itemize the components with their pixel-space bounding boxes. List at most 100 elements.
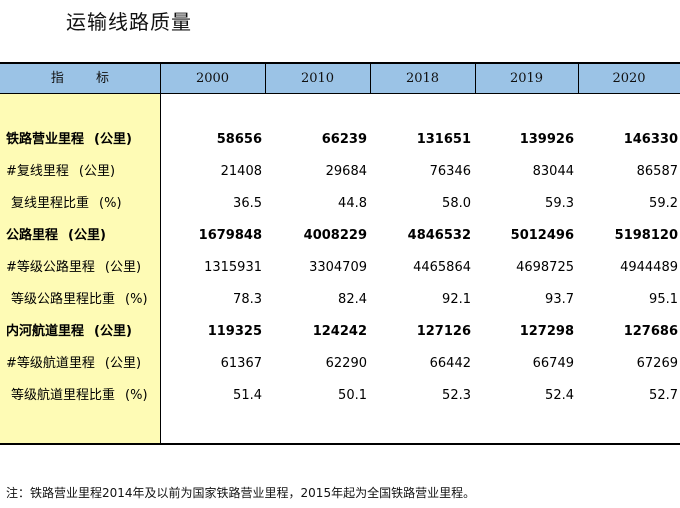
indicator-column-header: 指 标 — [50, 71, 124, 86]
table-cell: 127298 — [519, 324, 574, 339]
year-column-header: 2000 — [195, 71, 230, 86]
table-cell: 5198120 — [614, 228, 678, 243]
header-column-divider — [578, 64, 579, 93]
table-cell: 119325 — [207, 324, 262, 339]
year-column-header: 2019 — [509, 71, 544, 86]
table-cell: 5012496 — [510, 228, 574, 243]
footnote: 注：铁路营业里程2014年及以前为国家铁路营业里程，2015年起为全国铁路营业里… — [6, 486, 476, 500]
table-cell: 92.1 — [442, 292, 471, 307]
table-cell: 82.4 — [338, 292, 367, 307]
row-label: #等级公路里程 (公里) — [6, 254, 141, 282]
table-row: #等级公路里程 (公里) 1315931 3304709 4465864 4698725 4… — [0, 254, 680, 282]
row-label-unit: (公里) — [104, 356, 142, 371]
row-label-name: #等级航道里程 — [6, 356, 95, 371]
table-cell: 1315931 — [204, 260, 262, 275]
row-label-name: 铁路营业里程 — [6, 132, 85, 147]
page-title: 运输线路质量 — [66, 10, 192, 34]
row-label-unit: (公里) — [94, 324, 132, 339]
table-cell: 66749 — [532, 356, 574, 371]
table-cell: 78.3 — [233, 292, 262, 307]
table-cell: 146330 — [623, 132, 678, 147]
table-cell: 29684 — [325, 164, 367, 179]
table-row: 内河航道里程 (公里) 119325 124242 127126 127298 127686 — [0, 318, 680, 346]
table-cell: 4465864 — [413, 260, 471, 275]
row-label-unit: (公里) — [104, 260, 142, 275]
table-cell: 67269 — [636, 356, 678, 371]
table-cell: 83044 — [532, 164, 574, 179]
table-cell: 58.0 — [442, 196, 471, 211]
table-cell: 51.4 — [233, 388, 262, 403]
table-cell: 59.2 — [649, 196, 678, 211]
year-column-header: 2010 — [300, 71, 335, 86]
year-column-header: 2020 — [612, 71, 646, 86]
table-cell: 1679848 — [198, 228, 262, 243]
table-cell: 58656 — [216, 132, 262, 147]
table-cell: 4008229 — [303, 228, 367, 243]
table-cell: 52.7 — [649, 388, 678, 403]
row-label-unit: (%) — [125, 388, 148, 403]
row-label-name: #复线里程 — [6, 164, 69, 179]
table-cell: 50.1 — [338, 388, 367, 403]
header-column-divider — [265, 64, 266, 93]
table-cell: 139926 — [519, 132, 574, 147]
stub-column-divider — [160, 64, 161, 443]
row-label-unit: (公里) — [94, 132, 132, 147]
row-label-name: 公路里程 — [6, 228, 59, 243]
row-label: 等级公路里程比重 (%) — [11, 286, 148, 314]
table-cell: 76346 — [429, 164, 471, 179]
table-row: 等级公路里程比重 (%) 78.3 82.4 92.1 93.7 95.1 — [0, 286, 680, 314]
table-cell: 4944489 — [620, 260, 678, 275]
header-divider — [0, 93, 680, 94]
row-label-name: 内河航道里程 — [6, 324, 85, 339]
table-cell: 124242 — [312, 324, 367, 339]
table-row: #复线里程 (公里) 21408 29684 76346 83044 86587 — [0, 158, 680, 186]
table-row: 铁路营业里程 (公里) 58656 66239 131651 139926 146330 — [0, 126, 680, 154]
table-cell: 62290 — [325, 356, 367, 371]
row-label-column-background — [0, 94, 160, 443]
header-column-divider — [475, 64, 476, 93]
table-cell: 4698725 — [516, 260, 574, 275]
row-label-name: #等级公路里程 — [6, 260, 95, 275]
table-cell: 127126 — [416, 324, 471, 339]
table-cell: 3304709 — [309, 260, 367, 275]
table-cell: 127686 — [623, 324, 678, 339]
table-header-background — [0, 64, 680, 93]
table-cell: 4846532 — [407, 228, 471, 243]
table-cell: 44.8 — [338, 196, 367, 211]
table-cell: 86587 — [636, 164, 678, 179]
row-label-unit: (%) — [99, 196, 122, 211]
row-label-unit: (公里) — [78, 164, 116, 179]
row-label-name: 等级航道里程比重 — [11, 388, 116, 403]
row-label: 公路里程 (公里) — [6, 222, 106, 250]
table-bottom-border — [0, 443, 680, 445]
table-top-border — [0, 62, 680, 64]
table-cell: 93.7 — [545, 292, 574, 307]
table-cell: 61367 — [220, 356, 262, 371]
table-cell: 66239 — [321, 132, 367, 147]
row-label-unit: (公里) — [68, 228, 106, 243]
table-row: 等级航道里程比重 (%) 51.4 50.1 52.3 52.4 52.7 — [0, 382, 680, 410]
row-label-name: 复线里程比重 — [11, 196, 90, 211]
table-cell: 52.3 — [442, 388, 471, 403]
table-cell: 131651 — [416, 132, 471, 147]
row-label-unit: (%) — [125, 292, 148, 307]
table-cell: 95.1 — [649, 292, 678, 307]
table-cell: 66442 — [429, 356, 471, 371]
row-label-name: 等级公路里程比重 — [11, 292, 116, 307]
row-label: #等级航道里程 (公里) — [6, 350, 141, 378]
table-cell: 59.3 — [545, 196, 574, 211]
table-cell: 52.4 — [545, 388, 574, 403]
row-label: #复线里程 (公里) — [6, 158, 115, 186]
row-label: 铁路营业里程 (公里) — [6, 126, 132, 154]
row-label: 等级航道里程比重 (%) — [11, 382, 148, 410]
table-row: #等级航道里程 (公里) 61367 62290 66442 66749 67269 — [0, 350, 680, 378]
header-column-divider — [370, 64, 371, 93]
row-label: 复线里程比重 (%) — [11, 190, 122, 218]
table-row: 公路里程 (公里) 1679848 4008229 4846532 5012496 5198… — [0, 222, 680, 250]
row-label: 内河航道里程 (公里) — [6, 318, 132, 346]
table-row: 复线里程比重 (%) 36.5 44.8 58.0 59.3 59.2 — [0, 190, 680, 218]
year-column-header: 2018 — [405, 71, 440, 86]
table-cell: 21408 — [220, 164, 262, 179]
table-cell: 36.5 — [233, 196, 262, 211]
data-table: 指 标 2000 2010 2018 2019 2020 铁路营业里程 (公里) 5… — [0, 62, 680, 445]
